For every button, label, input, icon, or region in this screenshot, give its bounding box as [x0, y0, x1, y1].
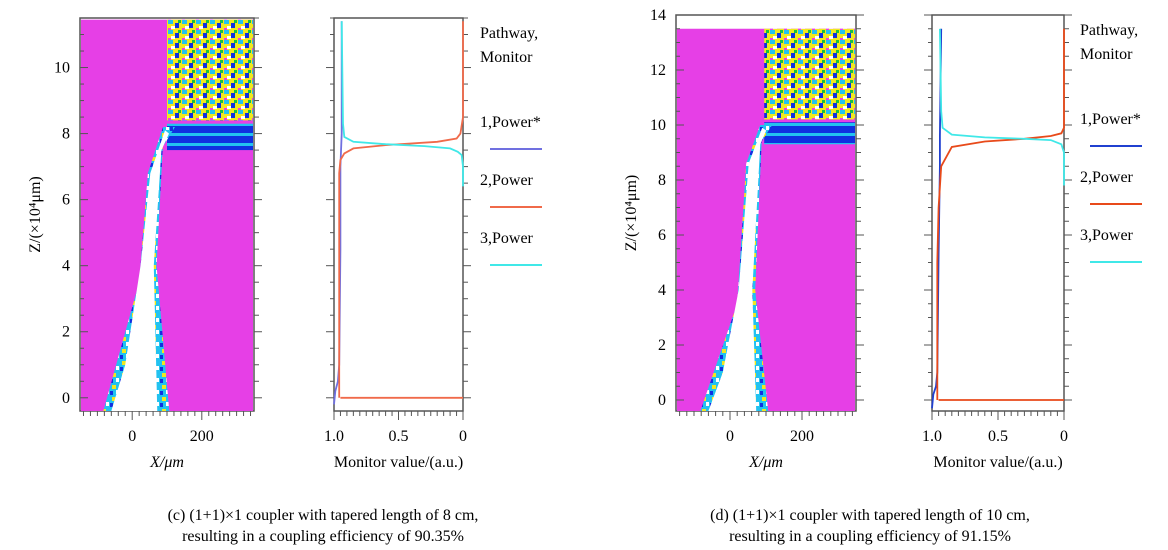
series-line-2-power	[936, 28, 1065, 400]
legend-entry-label: 3,Power	[1080, 227, 1134, 244]
y-tick-label: 2	[62, 324, 70, 341]
panel-c: 0 2 4 6 8 10 0 200 X/μm Z/(×10⁴μm) 1.0 0.5 0 Monitor …	[27, 17, 542, 545]
y-axis-label: Z/(×10⁴μm)	[623, 175, 640, 252]
caption-c: (c) (1+1)×1 coupler with tapered length …	[168, 507, 479, 545]
x-tick-label: 200	[790, 428, 814, 445]
panel-d: 0 2 4 6 8 10 12 14 0 200 X/μm Z/(×10⁴μm) 1.0 0.5 0 Moni…	[623, 7, 1142, 545]
y-tick-label: 4	[658, 282, 666, 299]
junction-band	[167, 123, 253, 151]
tapered-core	[111, 130, 169, 412]
y-tick-label: 8	[658, 172, 666, 189]
y-tick-label: 14	[650, 7, 666, 24]
field-map-axes: 0 2 4 6 8 10 12 14 0 200 X/μm Z/(×10⁴μm)	[623, 7, 864, 471]
y-tick-label: 0	[658, 392, 666, 409]
y-tick-label: 10	[650, 117, 666, 134]
caption-line: (d) (1+1)×1 coupler with tapered length …	[710, 507, 1030, 524]
field-map-c: 0 2 4 6 8 10 0 200 X/μm Z/(×10⁴μm)	[27, 17, 262, 471]
legend-title-line-1: Pathway,	[480, 25, 538, 42]
x-axis-label: X/μm	[748, 454, 783, 471]
y-tick-label: 12	[650, 62, 666, 79]
monitor-plot-d: 1.0 0.5 0 Monitor value/(a.u.)	[922, 14, 1072, 471]
monitor-x-tick-label: 0.5	[389, 428, 409, 445]
x-tick-label: 0	[726, 428, 734, 445]
y-tick-label: 6	[62, 192, 70, 209]
y-tick-label: 8	[62, 126, 70, 143]
legend-title-line-2: Monitor	[1080, 46, 1133, 63]
monitor-x-tick-label: 0	[459, 428, 467, 445]
y-tick-label: 10	[54, 60, 70, 77]
legend-title-line-2: Monitor	[480, 49, 533, 66]
junction-band	[764, 122, 855, 145]
legend-d: Pathway, Monitor 1,Power* 2,Power 3,Power	[1080, 22, 1142, 263]
legend-entry-label: 3,Power	[480, 230, 534, 247]
legend-c: Pathway, Monitor 1,Power* 2,Power 3,Power	[480, 25, 542, 266]
y-tick-label: 2	[658, 337, 666, 354]
y-tick-label: 6	[658, 227, 666, 244]
x-tick-label: 0	[128, 428, 136, 445]
caption-d: (d) (1+1)×1 coupler with tapered length …	[710, 507, 1030, 545]
caption-line: (c) (1+1)×1 coupler with tapered length …	[168, 507, 479, 524]
field-map-d: 0 2 4 6 8 10 12 14 0 200 X/μm Z/(×10⁴μm)	[623, 7, 864, 471]
caption-line: resulting in a coupling efficiency of 91…	[729, 528, 1011, 545]
x-tick-label: 200	[190, 428, 214, 445]
series-line-3-power	[939, 28, 1065, 186]
scatter-noise-region	[764, 28, 855, 120]
monitor-x-tick-label: 0.5	[988, 428, 1008, 445]
monitor-x-axis-label: Monitor value/(a.u.)	[933, 454, 1062, 471]
monitor-frame	[931, 14, 1065, 412]
y-axis-label: Z/(×10⁴μm)	[27, 176, 44, 253]
caption-line: resulting in a coupling efficiency of 90…	[182, 528, 464, 545]
legend-title-line-1: Pathway,	[1080, 22, 1138, 39]
x-axis-label: X/μm	[149, 454, 184, 471]
monitor-plot-c: 1.0 0.5 0 Monitor value/(a.u.)	[324, 17, 471, 471]
monitor-frame	[333, 17, 464, 412]
monitor-x-axis-label: Monitor value/(a.u.)	[334, 454, 463, 471]
field-map-axes: 0 2 4 6 8 10 0 200 X/μm Z/(×10⁴μm)	[27, 17, 262, 471]
tapered-core	[708, 127, 767, 411]
legend-entry-label: 2,Power	[480, 172, 534, 189]
legend-entry-label: 1,Power*	[1080, 111, 1141, 128]
legend-entry-label: 2,Power	[1080, 169, 1134, 186]
monitor-x-tick-label: 1.0	[324, 428, 344, 445]
monitor-x-tick-label: 1.0	[922, 428, 942, 445]
y-tick-label: 4	[62, 258, 70, 275]
legend-entry-label: 1,Power*	[480, 114, 541, 131]
y-tick-label: 0	[62, 390, 70, 407]
scatter-noise-region	[167, 19, 253, 121]
series-line-3-power	[340, 21, 464, 187]
monitor-x-tick-label: 0	[1060, 428, 1068, 445]
